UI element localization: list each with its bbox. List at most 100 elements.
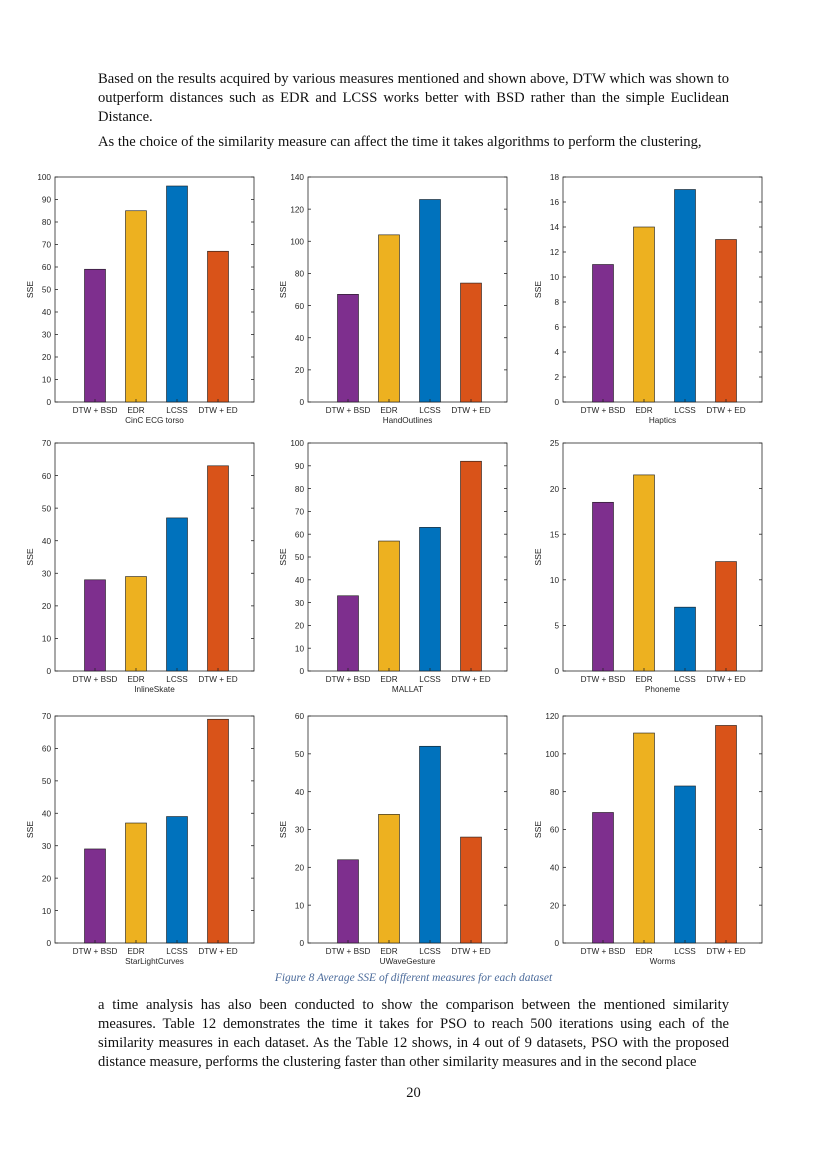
chart-inlineskate-ytick-label: 40 (42, 537, 52, 546)
chart-handoutlines-ytick-label: 120 (290, 205, 304, 214)
chart-inlineskate-ytick-label: 50 (42, 504, 52, 513)
page-number: 20 (406, 1085, 421, 1101)
chart-starlightcurves-xtick-label-dtw-bsd: DTW + BSD (73, 947, 118, 956)
chart-cinc-ecg-torso-xtick-label-dtw-ed: DTW + ED (198, 406, 237, 415)
chart-inlineskate-ylabel: SSE (25, 548, 35, 565)
chart-uwavegesture-bar-dtw-ed (460, 836, 482, 944)
chart-handoutlines-bar-edr (378, 234, 400, 403)
chart-mallat-ytick-label: 10 (295, 644, 305, 653)
chart-phoneme-xtick-label-edr: EDR (635, 675, 652, 684)
chart-phoneme-bar-dtw-ed (715, 561, 737, 672)
chart-worms-ytick-label: 40 (550, 864, 560, 873)
chart-phoneme-bar-dtw-bsd (592, 501, 614, 672)
chart-worms-ytick-label: 80 (550, 788, 560, 797)
chart-uwavegesture-xtick-label-lcss: LCSS (419, 947, 441, 956)
chart-phoneme-ytick-label: 25 (550, 439, 560, 448)
chart-haptics-bar-lcss (674, 189, 696, 403)
chart-haptics-bar-dtw-bsd (592, 264, 614, 403)
chart-uwavegesture-plot-frame (307, 715, 508, 944)
chart-uwavegesture-bar-edr (378, 814, 400, 944)
chart-inlineskate-xtick-label-dtw-ed: DTW + ED (198, 675, 237, 684)
chart-handoutlines-bar-lcss (419, 199, 441, 403)
chart-starlightcurves-xtick-label-lcss: LCSS (166, 947, 188, 956)
chart-worms: 0 20 40 60 80 100 120 DTW + BSD EDR LCSS DTW + ED W… (533, 712, 763, 966)
chart-cinc-ecg-torso-bar-edr (125, 210, 147, 403)
chart-mallat-ytick-label: 40 (295, 576, 305, 585)
body-paragraph-1: Based on the results acquired by various… (98, 71, 729, 125)
chart-haptics-bar-edr (633, 226, 655, 403)
chart-cinc-ecg-torso-plot-frame (54, 176, 255, 403)
chart-uwavegesture-ytick-label: 30 (295, 826, 305, 835)
chart-uwavegesture-ytick-label: 50 (295, 750, 305, 759)
chart-uwavegesture-ytick-label: 0 (299, 939, 304, 948)
figure-caption: Figure 8 Average SSE of different measur… (274, 972, 553, 984)
chart-haptics-ytick-label: 4 (554, 348, 559, 357)
chart-mallat-ytick-label: 60 (295, 530, 305, 539)
chart-phoneme-ylabel: SSE (533, 548, 543, 565)
chart-cinc-ecg-torso-xtick-label-dtw-bsd: DTW + BSD (73, 406, 118, 415)
chart-mallat-ytick-label: 80 (295, 485, 305, 494)
chart-starlightcurves-bar-dtw-ed (207, 718, 229, 944)
chart-handoutlines-xlabel: HandOutlines (383, 416, 433, 425)
chart-inlineskate-ytick-label: 0 (46, 667, 51, 676)
chart-worms-bar-dtw-bsd (592, 812, 614, 944)
chart-inlineskate-plot-frame (54, 442, 255, 672)
chart-cinc-ecg-torso-ytick-label: 20 (42, 353, 52, 362)
chart-phoneme-xtick-label-dtw-bsd: DTW + BSD (581, 675, 626, 684)
chart-worms-ytick-label: 100 (545, 750, 559, 759)
chart-inlineskate-xtick-label-dtw-bsd: DTW + BSD (73, 675, 118, 684)
chart-cinc-ecg-torso-ytick-label: 40 (42, 308, 52, 317)
chart-inlineskate-bar-edr (125, 576, 147, 672)
chart-worms-xlabel: Worms (650, 957, 676, 966)
chart-phoneme-ytick-label: 15 (550, 530, 560, 539)
chart-starlightcurves-bar-dtw-bsd (84, 848, 106, 944)
chart-haptics: 0 2 4 6 8 10 12 14 16 18 DTW + BSD EDR LCSS DTW + ED H… (533, 173, 763, 425)
chart-starlightcurves-xtick-label-edr: EDR (127, 947, 144, 956)
chart-inlineskate-bar-lcss (166, 517, 188, 672)
chart-mallat-bar-lcss (419, 527, 441, 672)
chart-haptics-xtick-label-dtw-ed: DTW + ED (706, 406, 745, 415)
chart-handoutlines-ytick-label: 100 (290, 237, 304, 246)
chart-mallat-ytick-label: 100 (290, 439, 304, 448)
chart-starlightcurves-bar-lcss (166, 816, 188, 944)
chart-cinc-ecg-torso-ytick-label: 50 (42, 286, 52, 295)
chart-worms-xtick-label-lcss: LCSS (674, 947, 696, 956)
chart-mallat-ytick-label: 0 (299, 667, 304, 676)
chart-mallat-bar-dtw-ed (460, 460, 482, 672)
chart-handoutlines-ytick-label: 60 (295, 302, 305, 311)
chart-phoneme-plot-frame (562, 442, 763, 672)
chart-handoutlines-ytick-label: 140 (290, 173, 304, 182)
chart-phoneme-xtick-label-lcss: LCSS (674, 675, 696, 684)
chart-inlineskate-ytick-label: 20 (42, 602, 52, 611)
chart-haptics-ytick-label: 0 (554, 398, 559, 407)
chart-worms-xtick-label-dtw-bsd: DTW + BSD (581, 947, 626, 956)
chart-worms-bar-lcss (674, 785, 696, 944)
chart-handoutlines-plot-frame (307, 176, 508, 403)
chart-worms-bar-edr (633, 732, 655, 944)
chart-uwavegesture-ylabel: SSE (278, 821, 288, 838)
chart-mallat-xtick-label-dtw-bsd: DTW + BSD (326, 675, 371, 684)
chart-cinc-ecg-torso-ytick-label: 30 (42, 331, 52, 340)
chart-phoneme-bar-edr (633, 474, 655, 672)
chart-cinc-ecg-torso-ytick-label: 100 (37, 173, 51, 182)
body-paragraph-3: a time analysis has also been conducted … (98, 997, 729, 1070)
chart-mallat-plot-frame (307, 442, 508, 672)
chart-haptics-ytick-label: 2 (554, 373, 559, 382)
chart-cinc-ecg-torso-ytick-label: 10 (42, 376, 52, 385)
chart-mallat-ytick-label: 50 (295, 553, 305, 562)
chart-cinc-ecg-torso-xlabel: CinC ECG torso (125, 416, 184, 425)
chart-starlightcurves-ylabel: SSE (25, 821, 35, 838)
chart-mallat-bar-dtw-bsd (337, 595, 359, 672)
chart-cinc-ecg-torso-xtick-label-lcss: LCSS (166, 406, 188, 415)
chart-worms-ylabel: SSE (533, 821, 543, 838)
chart-handoutlines-xtick-label-dtw-ed: DTW + ED (451, 406, 490, 415)
chart-cinc-ecg-torso-ytick-label: 70 (42, 241, 52, 250)
chart-haptics-ylabel: SSE (533, 281, 543, 298)
chart-mallat: 0 10 20 30 40 50 60 70 80 90 100 DTW + BSD EDR LCSS DT… (278, 439, 508, 694)
chart-uwavegesture-ytick-label: 60 (295, 712, 305, 721)
chart-mallat-xlabel: MALLAT (392, 685, 423, 694)
chart-starlightcurves-ytick-label: 30 (42, 842, 52, 851)
chart-mallat-bar-edr (378, 540, 400, 672)
chart-inlineskate-ytick-label: 10 (42, 635, 52, 644)
